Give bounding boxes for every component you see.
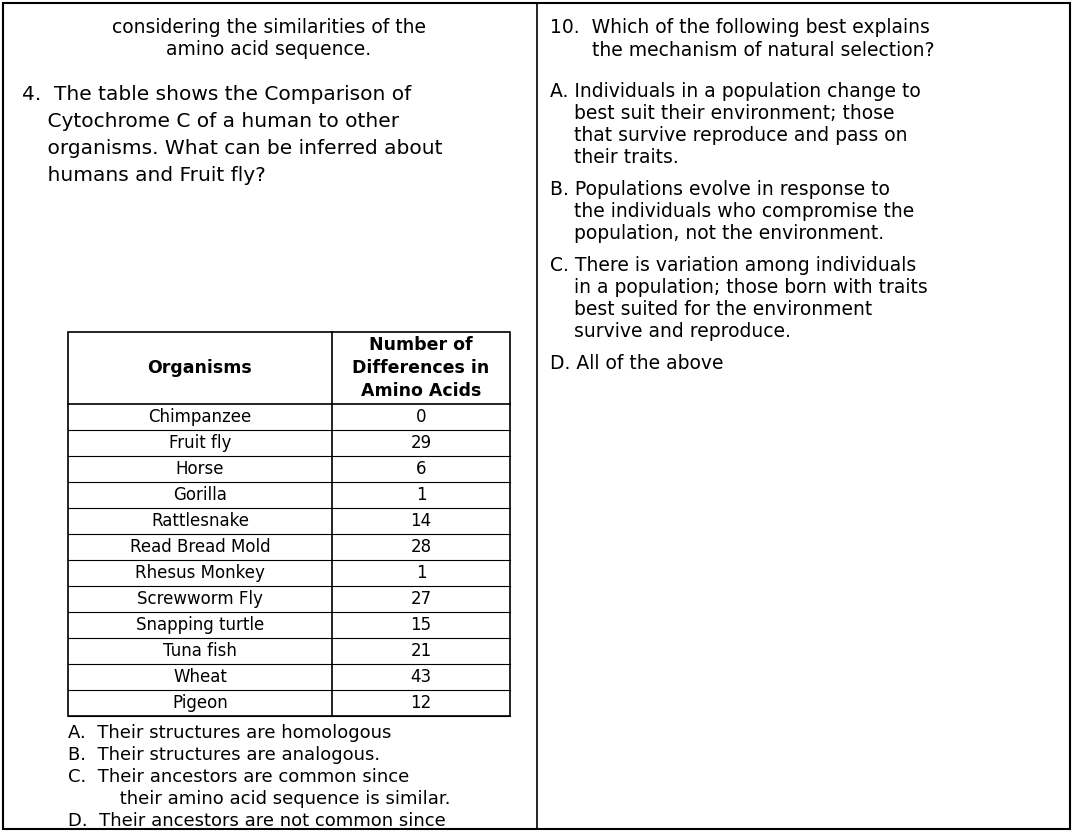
Text: Tuna fish: Tuna fish <box>163 642 237 660</box>
Text: considering the similarities of the: considering the similarities of the <box>112 18 426 37</box>
Text: 0: 0 <box>415 408 426 426</box>
Text: B. Populations evolve in response to: B. Populations evolve in response to <box>550 180 890 199</box>
Text: their traits.: their traits. <box>550 148 679 167</box>
Text: 1: 1 <box>415 486 426 504</box>
Text: C.  Their ancestors are common since: C. Their ancestors are common since <box>68 768 409 786</box>
Text: Snapping turtle: Snapping turtle <box>136 616 264 634</box>
Text: humans and Fruit fly?: humans and Fruit fly? <box>23 166 266 185</box>
Text: organisms. What can be inferred about: organisms. What can be inferred about <box>23 139 442 158</box>
Text: Rattlesnake: Rattlesnake <box>151 512 249 530</box>
Text: best suit their environment; those: best suit their environment; those <box>550 104 895 123</box>
Text: 10.  Which of the following best explains: 10. Which of the following best explains <box>550 18 930 37</box>
Text: Rhesus Monkey: Rhesus Monkey <box>135 564 265 582</box>
Text: D. All of the above: D. All of the above <box>550 354 723 373</box>
Text: the individuals who compromise the: the individuals who compromise the <box>550 202 914 221</box>
Text: best suited for the environment: best suited for the environment <box>550 300 872 319</box>
Text: 6: 6 <box>415 460 426 478</box>
Text: 14: 14 <box>411 512 431 530</box>
Text: Cytochrome C of a human to other: Cytochrome C of a human to other <box>23 112 399 131</box>
Text: 28: 28 <box>411 538 431 556</box>
Text: population, not the environment.: population, not the environment. <box>550 224 884 243</box>
Text: 29: 29 <box>411 434 431 452</box>
Text: Gorilla: Gorilla <box>173 486 226 504</box>
Text: Horse: Horse <box>176 460 224 478</box>
Text: A.  Their structures are homologous: A. Their structures are homologous <box>68 724 392 742</box>
Text: C. There is variation among individuals: C. There is variation among individuals <box>550 256 916 275</box>
Text: Fruit fly: Fruit fly <box>168 434 231 452</box>
Text: their amino acid sequence is similar.: their amino acid sequence is similar. <box>68 790 451 808</box>
Text: 1: 1 <box>415 564 426 582</box>
Text: 4.  The table shows the Comparison of: 4. The table shows the Comparison of <box>23 85 411 104</box>
Text: D.  Their ancestors are not common since: D. Their ancestors are not common since <box>68 812 445 830</box>
Text: amino acid sequence.: amino acid sequence. <box>166 40 371 59</box>
Bar <box>68 332 510 716</box>
Text: B.  Their structures are analogous.: B. Their structures are analogous. <box>68 746 380 764</box>
Text: 27: 27 <box>411 590 431 608</box>
Text: Read Bread Mold: Read Bread Mold <box>130 538 270 556</box>
Text: 43: 43 <box>411 668 431 686</box>
Text: Chimpanzee: Chimpanzee <box>148 408 252 426</box>
Text: Screwworm Fly: Screwworm Fly <box>137 590 263 608</box>
Text: 21: 21 <box>410 642 431 660</box>
Text: the mechanism of natural selection?: the mechanism of natural selection? <box>550 41 935 60</box>
Text: Organisms: Organisms <box>148 359 252 377</box>
Text: 12: 12 <box>410 694 431 712</box>
Text: A. Individuals in a population change to: A. Individuals in a population change to <box>550 82 921 101</box>
Text: that survive reproduce and pass on: that survive reproduce and pass on <box>550 126 908 145</box>
Text: Pigeon: Pigeon <box>172 694 227 712</box>
Text: Number of
Differences in
Amino Acids: Number of Differences in Amino Acids <box>352 336 489 400</box>
Text: in a population; those born with traits: in a population; those born with traits <box>550 278 928 297</box>
Text: survive and reproduce.: survive and reproduce. <box>550 322 791 341</box>
Text: Wheat: Wheat <box>173 668 226 686</box>
Text: 15: 15 <box>411 616 431 634</box>
